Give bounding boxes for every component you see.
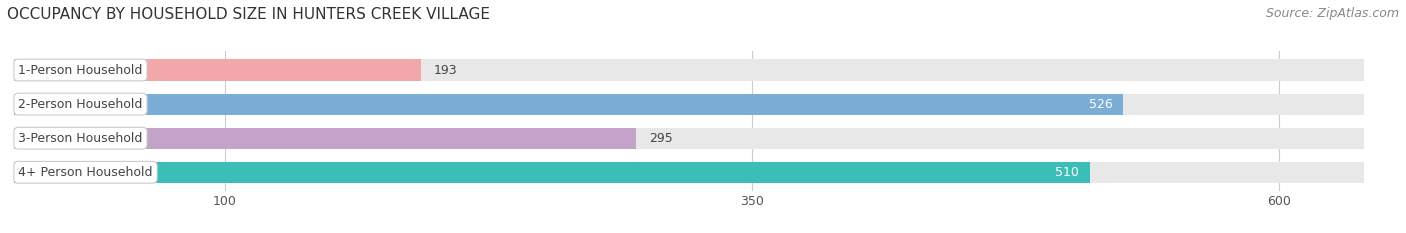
Bar	[14, 93, 1364, 115]
Text: 193: 193	[433, 64, 457, 76]
Text: 4+ Person Household: 4+ Person Household	[18, 166, 153, 179]
Text: 526: 526	[1090, 98, 1114, 111]
Text: 3-Person Household: 3-Person Household	[18, 132, 142, 145]
Bar	[14, 59, 422, 81]
Text: 510: 510	[1056, 166, 1080, 179]
Text: 1-Person Household: 1-Person Household	[18, 64, 142, 76]
Text: Source: ZipAtlas.com: Source: ZipAtlas.com	[1265, 7, 1399, 20]
Bar	[14, 162, 1090, 183]
Text: OCCUPANCY BY HOUSEHOLD SIZE IN HUNTERS CREEK VILLAGE: OCCUPANCY BY HOUSEHOLD SIZE IN HUNTERS C…	[7, 7, 491, 22]
Bar	[14, 59, 1364, 81]
Bar	[14, 162, 1364, 183]
Bar	[14, 93, 1123, 115]
Bar	[14, 128, 1364, 149]
Bar	[14, 128, 636, 149]
Text: 2-Person Household: 2-Person Household	[18, 98, 142, 111]
Text: 295: 295	[648, 132, 672, 145]
